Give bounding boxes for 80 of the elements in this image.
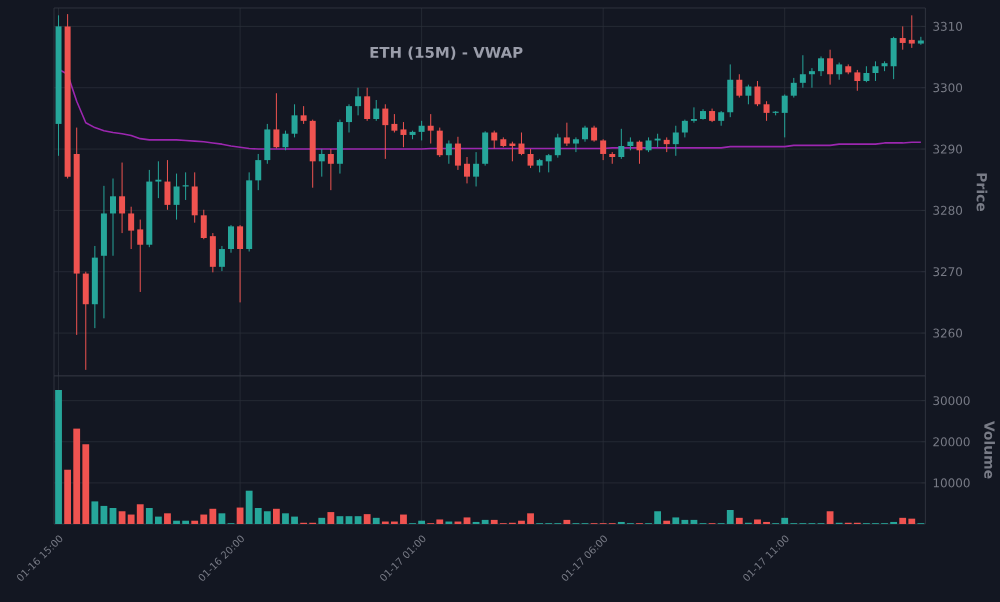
candlestick — [282, 130, 289, 151]
candlestick — [563, 122, 570, 147]
bar — [336, 516, 344, 524]
candlestick — [854, 69, 861, 92]
bar — [327, 512, 335, 524]
candlestick — [309, 119, 316, 189]
candlestick — [473, 151, 480, 187]
candlestick — [418, 120, 425, 141]
candlestick — [373, 99, 380, 122]
candlestick — [173, 173, 180, 221]
candlestick — [110, 178, 116, 257]
candlestick — [164, 159, 171, 211]
candlestick — [690, 106, 697, 124]
candlestick — [291, 103, 298, 138]
candlestick — [218, 245, 225, 272]
bar — [272, 508, 280, 524]
candlestick — [736, 73, 743, 99]
bar — [372, 517, 380, 524]
candlestick — [745, 84, 752, 105]
bar — [154, 516, 162, 524]
candlestick — [545, 153, 552, 173]
candlestick — [155, 160, 162, 199]
candlestick — [264, 123, 271, 165]
candlestick — [818, 55, 825, 77]
bar — [91, 501, 99, 524]
candlestick — [799, 54, 806, 89]
candlestick — [255, 153, 262, 191]
candlestick — [336, 119, 343, 175]
candlestick — [781, 93, 788, 138]
candlestick — [100, 185, 107, 319]
bar — [899, 517, 907, 524]
bar — [826, 511, 834, 524]
candlestick — [872, 60, 879, 82]
candlestick — [890, 36, 897, 80]
bar — [363, 514, 371, 524]
candlestick — [636, 139, 643, 165]
candlestick — [82, 271, 89, 371]
candlestick — [228, 224, 234, 254]
bar — [354, 516, 362, 524]
candlestick — [355, 87, 362, 116]
candlestick — [527, 148, 534, 169]
candlestick — [908, 14, 915, 49]
candlestick — [346, 103, 352, 133]
candlestick — [436, 127, 443, 158]
candlestick — [618, 128, 625, 160]
bar — [735, 517, 743, 524]
candlestick — [600, 138, 607, 161]
candlestick — [827, 49, 834, 86]
candlestick — [727, 63, 734, 118]
bar — [55, 389, 62, 524]
bar — [164, 513, 171, 524]
bar — [345, 516, 353, 524]
candlestick — [754, 80, 761, 107]
candlestick — [119, 162, 126, 234]
candlestick — [273, 92, 280, 149]
candlestick — [763, 100, 770, 122]
candlestick — [91, 245, 98, 329]
candlestick — [672, 125, 679, 157]
candlestick — [790, 77, 797, 99]
bar — [218, 513, 226, 524]
candlestick — [128, 206, 135, 250]
candlestick — [364, 87, 371, 122]
candlestick — [482, 130, 489, 167]
candlestick — [808, 67, 815, 89]
candlestick — [445, 139, 452, 165]
candlestick — [554, 133, 561, 159]
candlestick — [917, 36, 924, 46]
bar — [136, 504, 144, 524]
candlestick — [191, 171, 198, 224]
bar — [463, 517, 471, 524]
candlestick — [318, 148, 325, 178]
candlestick — [572, 136, 579, 153]
candlestick — [427, 113, 434, 145]
candlestick — [327, 148, 334, 191]
bar — [726, 510, 734, 524]
candlestick — [382, 103, 389, 160]
bar — [672, 517, 680, 524]
bar — [318, 517, 326, 524]
candlestick — [237, 224, 244, 303]
bar — [263, 511, 271, 524]
